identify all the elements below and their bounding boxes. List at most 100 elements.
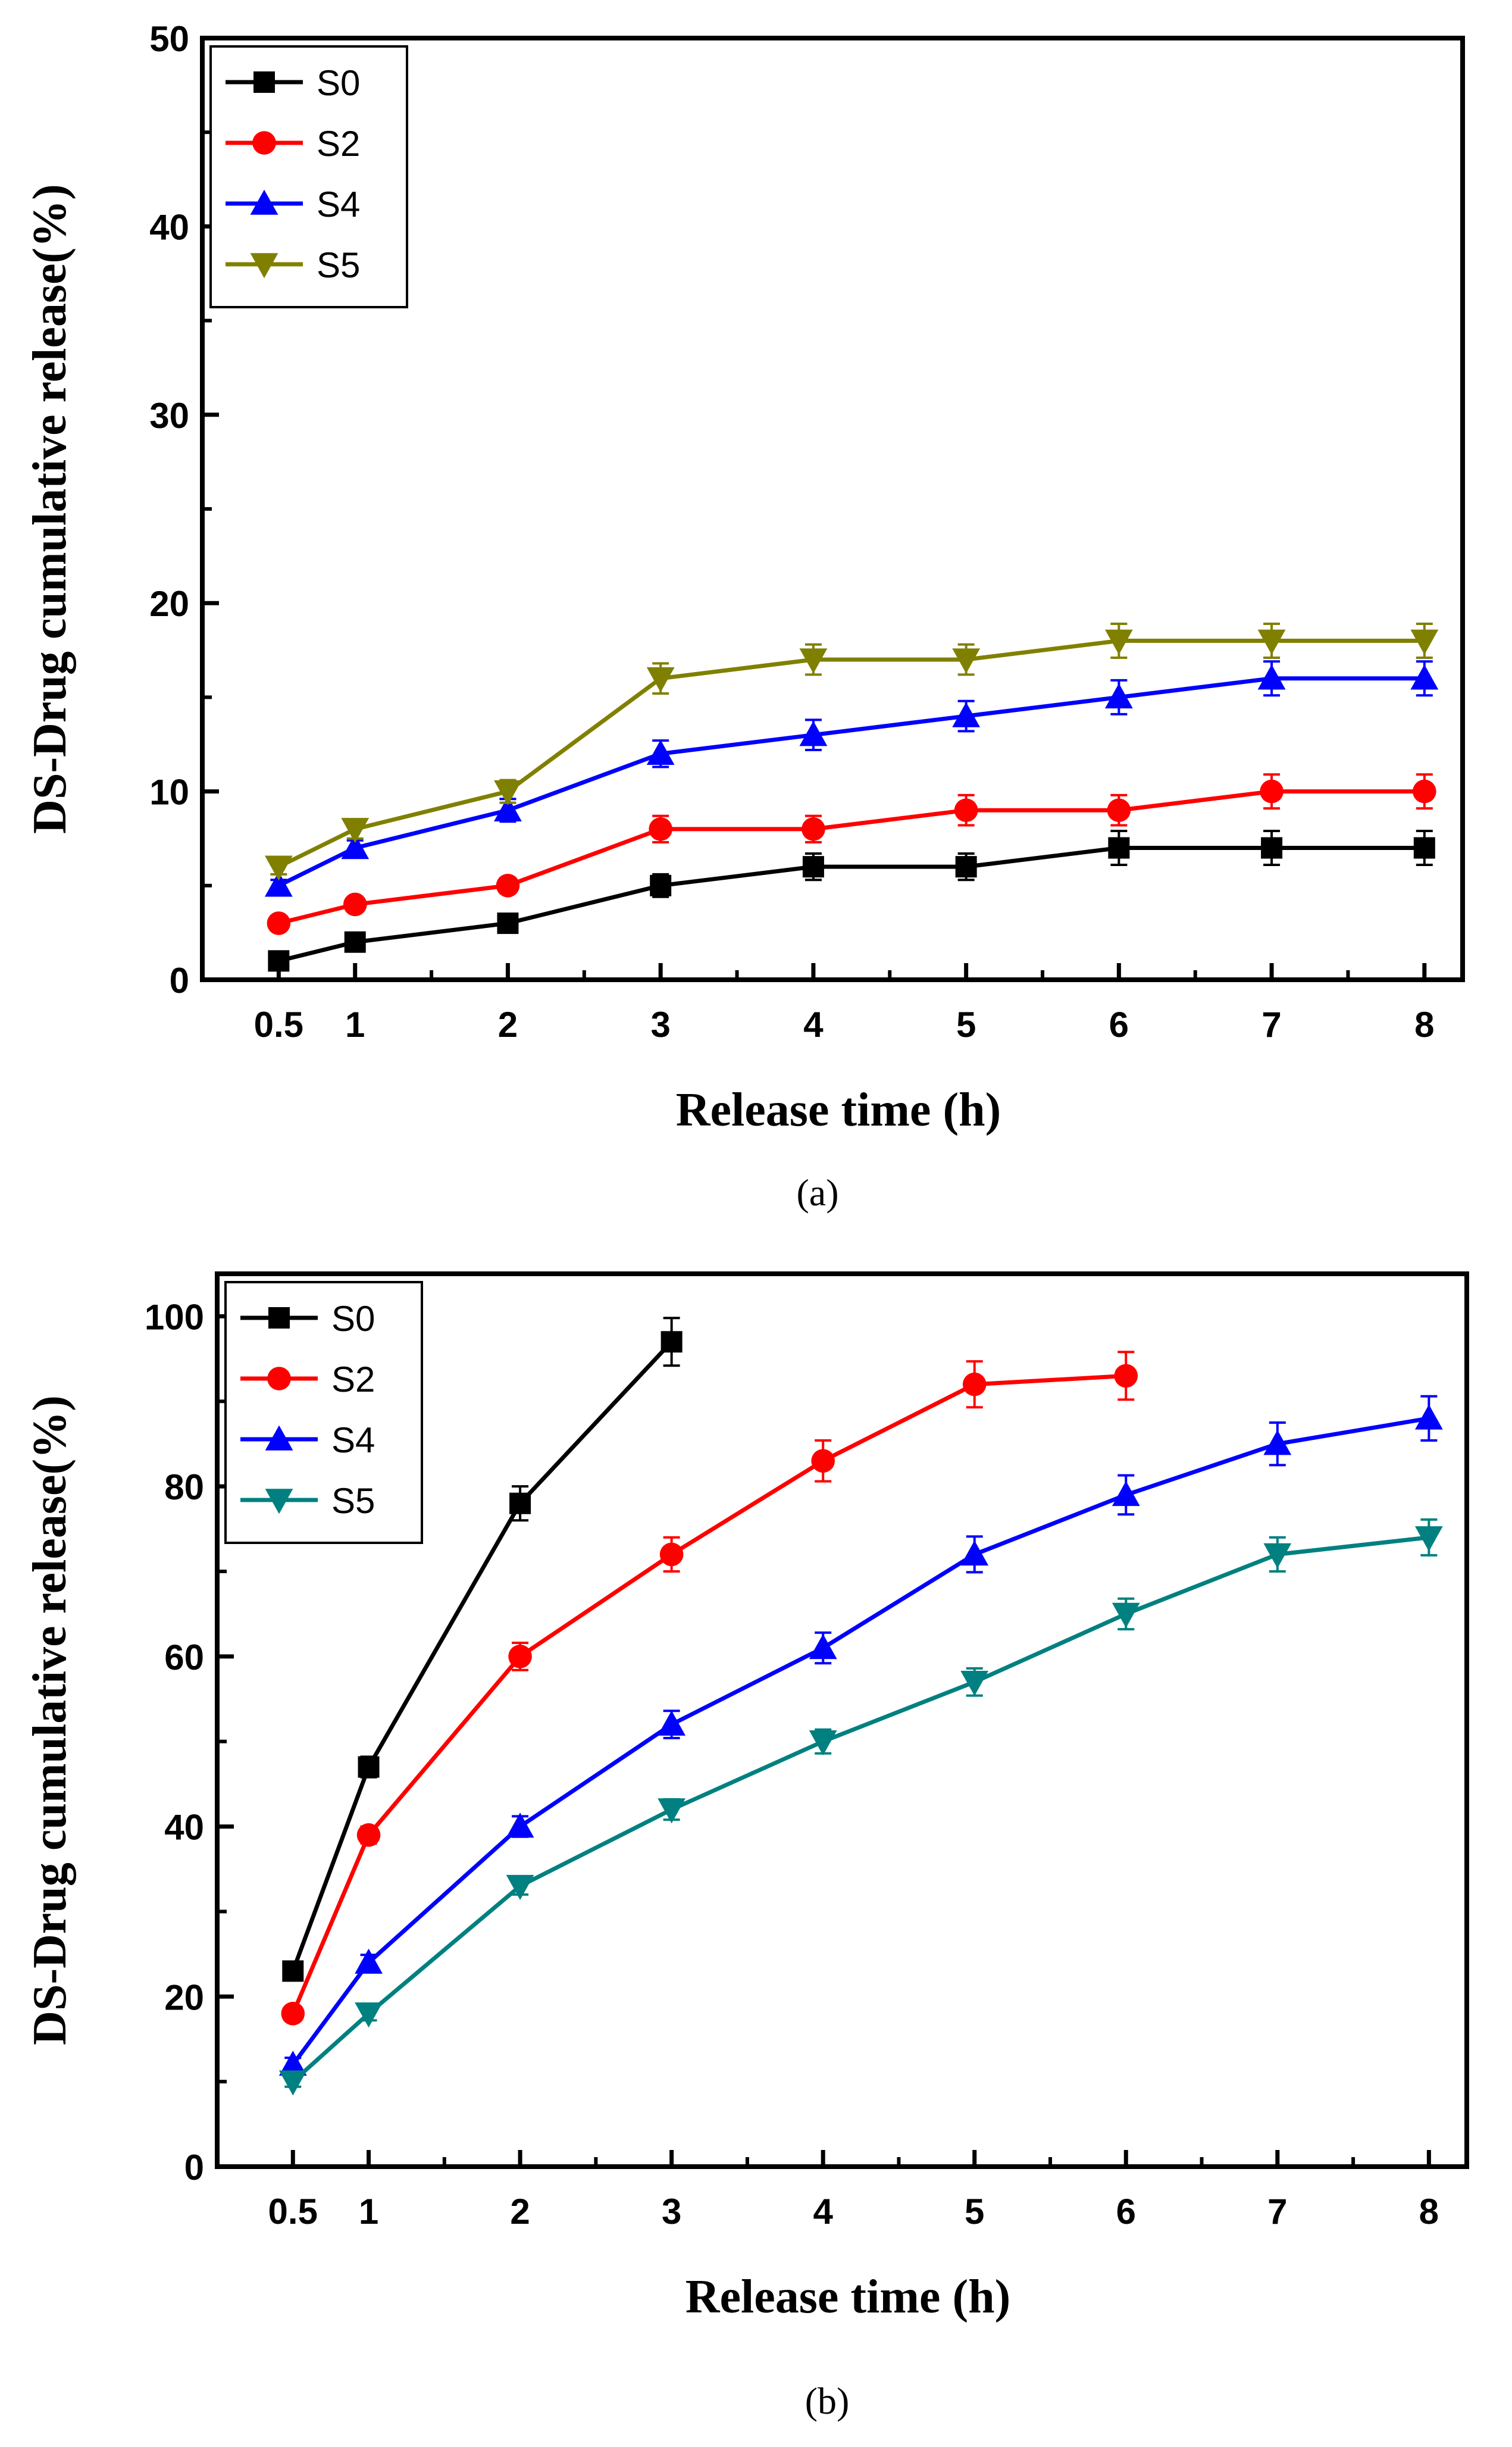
data-point <box>811 1449 835 1473</box>
data-point <box>1104 683 1133 709</box>
data-point <box>802 856 824 878</box>
data-point <box>960 1670 989 1696</box>
data-point <box>1108 837 1130 859</box>
x-tick-label: 3 <box>650 1005 670 1045</box>
data-point <box>1263 1543 1292 1568</box>
x-tick-label: 7 <box>1267 2192 1287 2232</box>
data-point <box>962 1372 987 1396</box>
legend-marker <box>268 1307 290 1329</box>
x-tick-label: 4 <box>803 1005 824 1045</box>
data-point <box>355 2002 383 2028</box>
data-point <box>809 1730 837 1756</box>
data-point <box>1104 629 1133 655</box>
data-point <box>496 874 520 898</box>
series-s0 <box>282 1317 683 1982</box>
data-point <box>1263 1430 1292 1455</box>
data-point <box>281 2002 305 2026</box>
data-point <box>1257 629 1286 655</box>
data-point <box>1261 837 1283 859</box>
data-point <box>341 834 370 860</box>
data-point <box>268 950 290 972</box>
y-tick-label: 10 <box>149 773 189 812</box>
data-point <box>658 1798 686 1824</box>
y-tick-label: 50 <box>149 19 189 59</box>
data-point <box>1413 837 1435 859</box>
x-tick-label: 6 <box>1109 1005 1129 1045</box>
series-s5 <box>264 623 1439 881</box>
data-point <box>1413 779 1436 804</box>
y-tick-label: 40 <box>164 1808 204 1848</box>
x-tick-label: 0.5 <box>254 1005 303 1045</box>
data-point <box>1107 798 1131 823</box>
legend: S0 S2 S4 S5 <box>224 1281 423 1544</box>
y-axis-title: DS-Drug cumulative release(%) <box>24 184 76 834</box>
data-point <box>264 855 293 881</box>
legend-box <box>224 1281 423 1544</box>
series-line <box>278 789 1425 926</box>
legend-label: S2 <box>331 1360 375 1399</box>
x-tick-label: 8 <box>1414 1005 1434 1045</box>
panel-caption: (b) <box>805 2380 850 2422</box>
data-point <box>809 1634 837 1660</box>
series-line <box>291 1416 1429 2066</box>
data-point <box>508 1645 532 1668</box>
series-s2 <box>281 1351 1138 2026</box>
data-point <box>955 856 977 878</box>
legend-label: S5 <box>331 1481 375 1521</box>
legend-label: S0 <box>331 1299 375 1339</box>
data-point <box>509 1492 531 1514</box>
data-point <box>799 648 828 674</box>
series-line <box>290 1340 674 1972</box>
y-tick-label: 20 <box>149 584 189 624</box>
series-s4 <box>264 660 1439 897</box>
x-tick-label: 0.5 <box>268 2192 318 2232</box>
data-point <box>954 798 978 823</box>
y-tick-label: 40 <box>149 207 189 247</box>
data-point <box>358 1756 380 1778</box>
legend-marker <box>250 189 278 215</box>
y-tick-label: 30 <box>149 396 189 436</box>
legend-marker <box>265 1489 293 1514</box>
x-tick-label: 2 <box>498 1005 518 1045</box>
series-line <box>278 846 1425 963</box>
series-line <box>277 676 1425 887</box>
y-tick-label: 0 <box>184 2148 204 2187</box>
x-tick-label: 3 <box>662 2192 681 2232</box>
data-point <box>1414 1526 1443 1552</box>
data-point <box>646 739 675 765</box>
data-point <box>1114 1364 1138 1388</box>
chart-panel-a: 0 10 20 30 40 50 0.5 1 2 3 4 5 6 7 8 Release time (h) DS… <box>24 19 1465 1214</box>
data-point <box>659 1542 684 1567</box>
legend-marker <box>250 253 278 279</box>
series-line <box>277 638 1425 869</box>
series-line <box>291 1535 1429 2083</box>
y-tick-label: 100 <box>145 1297 204 1337</box>
data-point <box>282 1960 304 1982</box>
legend: S0 S2 S4 S5 <box>209 45 408 308</box>
data-point <box>650 874 672 896</box>
chart-panel-b: 0 20 40 60 80 100 0.5 1 2 3 4 5 6 7 8 Release time (h) D… <box>24 1271 1469 2422</box>
data-point <box>506 1874 534 1900</box>
x-axis-title: Release time (h) <box>685 2271 1010 2323</box>
y-tick-label: 60 <box>164 1637 204 1677</box>
x-axis-title: Release time (h) <box>676 1084 1001 1136</box>
data-point <box>267 911 291 935</box>
data-point <box>341 818 370 843</box>
y-tick-label: 0 <box>170 961 189 1001</box>
legend-marker <box>252 131 276 155</box>
data-point <box>1260 779 1284 804</box>
x-tick-label: 4 <box>813 2192 833 2232</box>
data-point <box>494 780 522 805</box>
x-tick-label: 5 <box>956 1005 976 1045</box>
y-tick-label: 20 <box>164 1977 204 2017</box>
data-point <box>658 1710 686 1736</box>
data-point <box>356 1823 381 1847</box>
data-point <box>1414 1404 1443 1430</box>
data-point <box>1257 664 1286 690</box>
x-tick-label: 7 <box>1261 1005 1281 1045</box>
data-point <box>660 1331 683 1353</box>
data-point <box>1112 1481 1140 1507</box>
data-point <box>278 2051 307 2076</box>
data-point <box>799 721 828 746</box>
